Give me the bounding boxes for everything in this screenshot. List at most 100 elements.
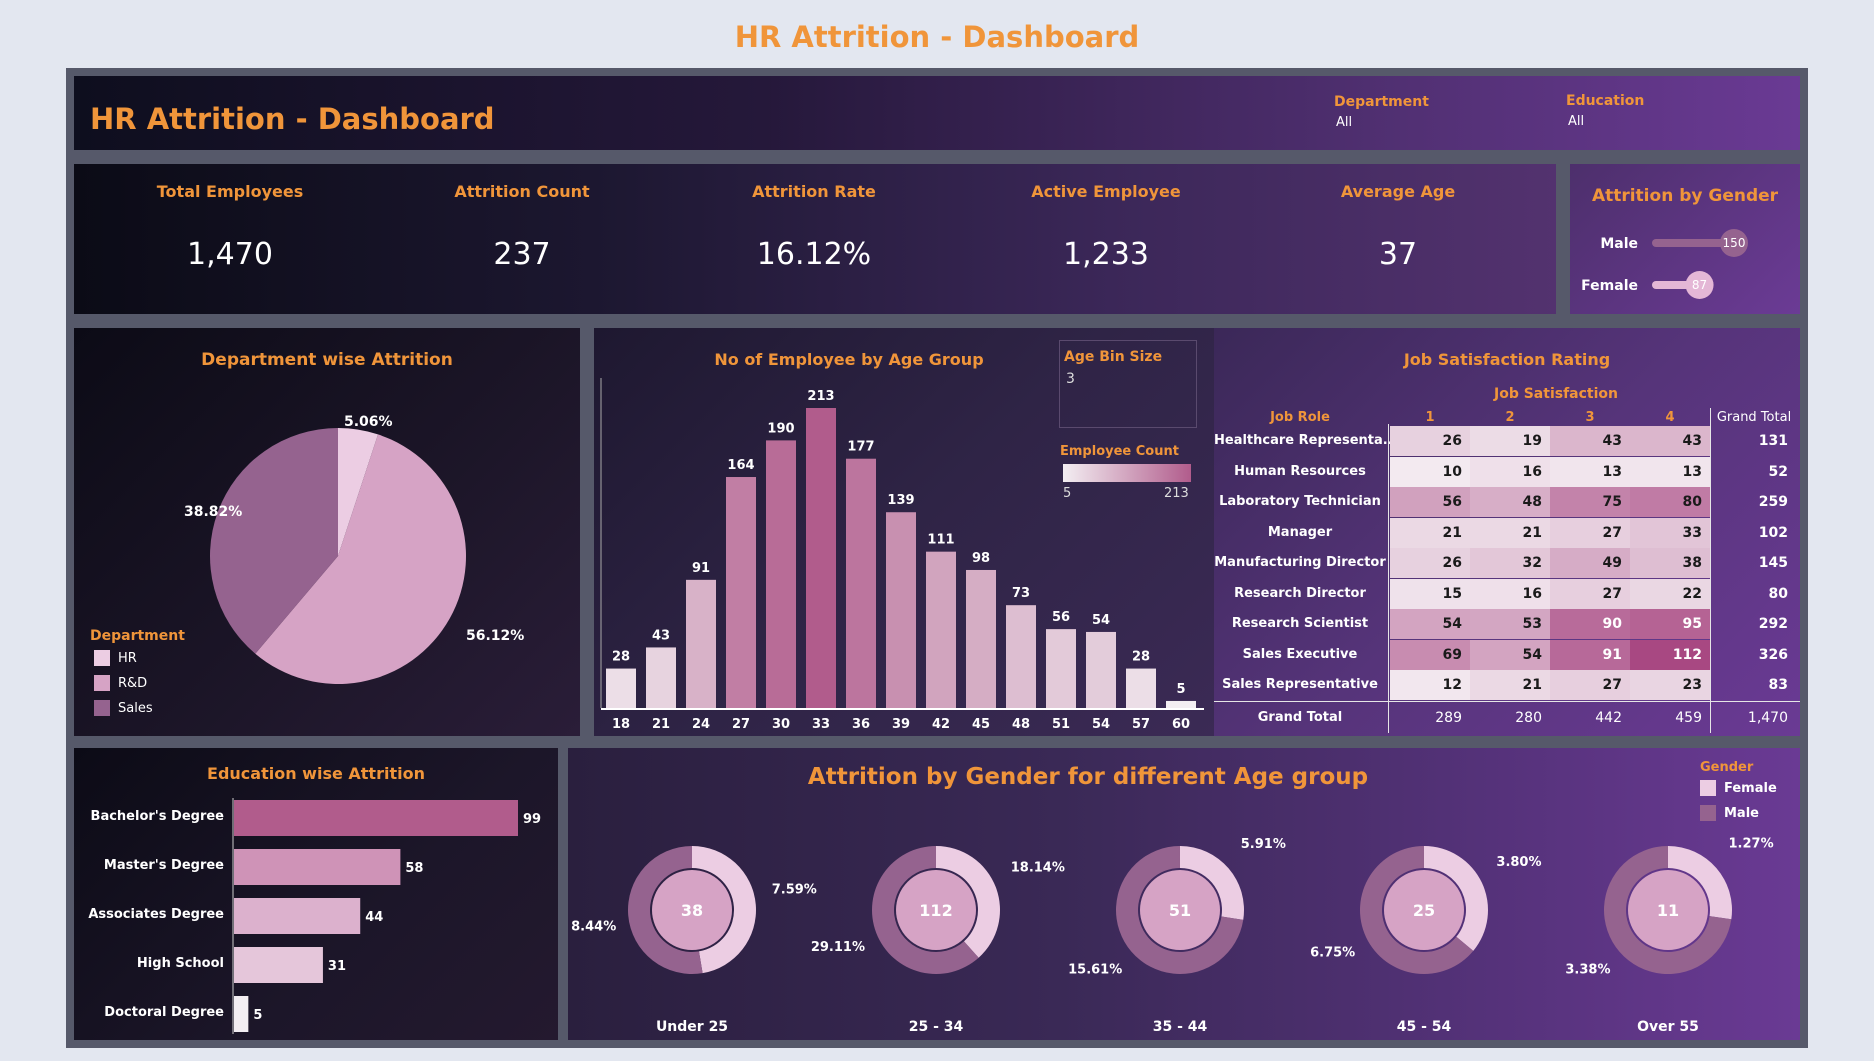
donut-female-label: 18.14% [1011, 860, 1065, 875]
department-filter-value[interactable]: All [1336, 115, 1353, 130]
pie-slice-rd[interactable] [255, 434, 466, 684]
donut-center [896, 870, 976, 950]
department-attrition-panel: Department wise Attrition 5.06% 56.12% 38.… [74, 328, 580, 736]
matrix-cell: 26 [1390, 426, 1470, 456]
employee-count-legend-label: Employee Count [1060, 444, 1179, 459]
gender-bar-chart: Male 150 Female 87 [1581, 229, 1748, 299]
legend-label: Sales [118, 700, 153, 716]
kpi-value: 1,470 [187, 237, 273, 272]
education-bar[interactable] [234, 800, 518, 836]
department-filter-label: Department [1334, 94, 1429, 110]
donut-male-label: 8.44% [571, 919, 616, 934]
education-bar[interactable] [234, 996, 249, 1032]
pie-value-label: 5.06% [344, 414, 393, 430]
age-bar-chart: 28 18 43 21 91 24 164 27 190 30 213 33 177 36 139 39 111… [600, 378, 1204, 732]
row-total: 326 [1758, 646, 1788, 663]
age-bar-label: 56 [1052, 610, 1070, 625]
gender-category-label: Male [1600, 236, 1638, 252]
matrix-cell: 48 [1470, 487, 1550, 517]
pie-slice-hr[interactable] [338, 428, 379, 556]
legend-item-male[interactable]: Male [1700, 805, 1759, 821]
gender-chart-title: Attrition by Gender [1591, 186, 1779, 206]
kpi-value: 237 [493, 237, 551, 272]
age-bar[interactable] [766, 440, 796, 708]
gender-bar-end[interactable] [1720, 229, 1748, 257]
gender-age-chart-title: Attrition by Gender for different Age gr… [807, 764, 1369, 790]
education-filter-value[interactable]: All [1568, 114, 1585, 129]
donut-male-segment[interactable] [627, 846, 703, 974]
donut-male-segment[interactable] [1116, 846, 1244, 974]
pie-slice-sales[interactable] [210, 428, 338, 654]
matrix-cell: 21 [1470, 517, 1550, 548]
age-bar[interactable] [846, 458, 876, 708]
education-bar[interactable] [234, 947, 323, 983]
gender-category-label: Female [1581, 278, 1638, 294]
donut-female-segment[interactable] [1424, 846, 1488, 951]
age-bar[interactable] [806, 408, 836, 708]
matrix-cell: 112 [1630, 639, 1710, 670]
gender-bar-end[interactable] [1685, 271, 1714, 299]
age-bar[interactable] [1126, 668, 1156, 708]
age-bar[interactable] [1046, 629, 1076, 708]
job-role-label: Human Resources [1234, 463, 1366, 479]
matrix-cell: 21 [1390, 517, 1470, 548]
age-bar[interactable] [1006, 605, 1036, 708]
age-tick-label: 54 [1092, 717, 1110, 732]
donut-male-segment[interactable] [872, 846, 979, 974]
kpi-value: 1,233 [1063, 237, 1149, 272]
row-total: 292 [1758, 616, 1788, 632]
legend-item-rnd[interactable]: R&D [94, 675, 147, 691]
age-tick-label: 57 [1132, 717, 1150, 732]
job-role-label: Research Director [1234, 585, 1366, 601]
age-bin-size-label: Age Bin Size [1064, 349, 1163, 365]
education-attrition-panel: Education wise Attrition Bachelor's Degr… [74, 748, 558, 1040]
age-tick-label: 36 [852, 717, 870, 732]
age-tick-label: 33 [812, 717, 830, 732]
donut-male-segment[interactable] [1604, 846, 1732, 974]
matrix-cell: 54 [1390, 609, 1470, 639]
gender-bar[interactable] [1652, 239, 1734, 247]
department-pie-chart: 5.06% 56.12% 38.82% [184, 414, 524, 684]
age-bar[interactable] [926, 551, 956, 708]
legend-item-sales[interactable]: Sales [94, 700, 153, 716]
age-bar[interactable] [966, 569, 996, 708]
matrix-cell: 54 [1470, 639, 1550, 670]
donut-female-label: 1.27% [1729, 837, 1774, 852]
education-bar[interactable] [234, 898, 361, 934]
donut-female-segment[interactable] [1180, 846, 1244, 920]
age-bin-size-control[interactable]: Age Bin Size 3 [1059, 340, 1197, 428]
education-category-label: Master's Degree [103, 858, 224, 873]
age-bin-size-value[interactable]: 3 [1066, 371, 1075, 387]
employee-count-gradient [1063, 464, 1191, 482]
age-bar[interactable] [886, 512, 916, 708]
matrix-cell: 15 [1390, 578, 1470, 609]
age-bar[interactable] [1086, 631, 1116, 708]
legend-item-hr[interactable]: HR [94, 650, 137, 666]
matrix-cell: 43 [1550, 426, 1630, 456]
donut-male-segment[interactable] [1360, 846, 1474, 974]
donut-female-segment[interactable] [692, 846, 756, 974]
row-total: 102 [1758, 524, 1788, 541]
matrix-cell: 26 [1390, 548, 1470, 578]
age-bar[interactable] [686, 579, 716, 708]
job-satisfaction-column-group: Job Satisfaction [1494, 386, 1618, 402]
donut-female-segment[interactable] [1668, 846, 1733, 920]
age-bar-label: 54 [1092, 613, 1110, 628]
education-bar[interactable] [234, 849, 401, 885]
age-bar[interactable] [606, 668, 636, 708]
age-bar[interactable] [646, 647, 676, 708]
age-bar[interactable] [1166, 700, 1196, 708]
donut-female-segment[interactable] [936, 846, 1000, 958]
kpi-panel: Total Employees 1,470 Attrition Count 23… [74, 164, 1556, 314]
age-tick-label: 30 [772, 717, 790, 732]
matrix-divider [1214, 700, 1800, 702]
legend-label: HR [118, 650, 137, 666]
row-total: 52 [1768, 463, 1788, 480]
age-chart-title: No of Employee by Age Group [714, 350, 984, 369]
legend-item-female[interactable]: Female [1700, 780, 1777, 796]
age-bar[interactable] [726, 477, 756, 708]
column-total: 289 [1435, 709, 1462, 726]
donut-center [1628, 870, 1708, 950]
matrix-cell: 32 [1470, 548, 1550, 578]
column-total: 459 [1675, 709, 1702, 726]
